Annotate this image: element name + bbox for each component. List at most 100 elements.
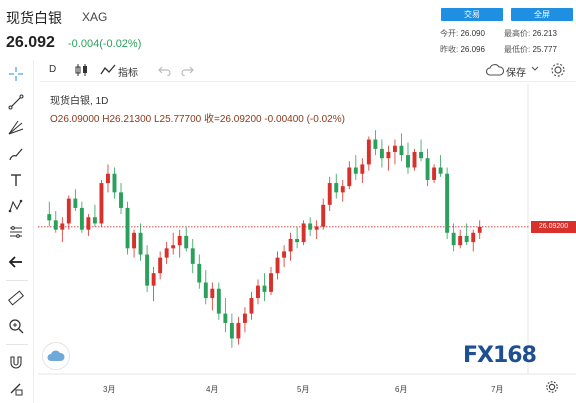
undo-icon[interactable]: [158, 64, 172, 79]
crosshair-icon[interactable]: [4, 64, 28, 84]
candlestick: [458, 229, 463, 249]
brush-icon[interactable]: [4, 144, 28, 164]
candle-body: [138, 232, 143, 255]
candle-body: [295, 239, 300, 243]
trade-button[interactable]: 交易: [441, 8, 503, 21]
stat-prev-close: 昨收: 26.096: [440, 44, 485, 55]
candlestick: [210, 282, 215, 311]
candle-body: [366, 139, 371, 165]
candlestick: [419, 139, 423, 162]
text-tool-icon[interactable]: [4, 170, 28, 190]
period-selector[interactable]: D: [49, 64, 57, 75]
candlestick: [249, 291, 254, 320]
candlestick: [314, 220, 319, 239]
candlestick: [190, 239, 195, 274]
candle-body: [275, 257, 280, 274]
candle-body: [106, 173, 110, 184]
candlestick: [399, 133, 404, 162]
fullscreen-button[interactable]: 全屏: [511, 8, 573, 21]
candlestick: [47, 201, 52, 227]
x-tick-label: 7月: [491, 385, 504, 394]
zoom-in-icon[interactable]: [4, 316, 28, 336]
candle-body: [60, 223, 65, 230]
candle-body: [262, 285, 267, 292]
fork-tool-icon[interactable]: [4, 118, 28, 138]
candlestick: [177, 229, 182, 258]
stat-open-label: 今开:: [440, 29, 459, 38]
candlestick: [79, 201, 84, 233]
candlestick: [106, 164, 110, 193]
ohlc-readout: O26.09000 H26.21300 L25.77700 收=26.09200…: [50, 114, 345, 125]
candle-body: [203, 282, 208, 299]
price-chart[interactable]: [38, 84, 576, 403]
candle-body: [412, 151, 417, 168]
candlestick: [229, 313, 234, 348]
settings-gear-icon[interactable]: [550, 62, 566, 81]
candle-body: [282, 251, 287, 258]
candle-body: [119, 192, 123, 208]
save-button[interactable]: 保存: [506, 68, 526, 79]
candlestick: [262, 273, 267, 302]
candle-body: [392, 145, 397, 152]
x-tick-label: 5月: [297, 385, 310, 394]
indicator-icon[interactable]: [100, 63, 116, 80]
candlestick: [295, 226, 300, 249]
candlestick: [151, 266, 156, 302]
stat-high: 最高价: 26.213: [504, 28, 557, 39]
candle-body: [399, 145, 404, 156]
candlestick: [334, 173, 339, 199]
stat-prev-value: 26.096: [460, 45, 485, 54]
candle-body: [132, 232, 137, 249]
candle-body: [419, 151, 423, 159]
candlestick: [145, 245, 150, 292]
candlestick: [412, 148, 417, 171]
candlestick: [203, 270, 208, 305]
stat-low: 最低价: 25.777: [504, 44, 557, 55]
candlestick: [288, 232, 293, 261]
candle-body: [145, 254, 150, 286]
candlestick: [99, 179, 104, 227]
candle-body: [386, 151, 391, 159]
chevron-down-icon[interactable]: [530, 63, 540, 78]
arrow-left-icon[interactable]: [4, 252, 28, 272]
magnet-icon[interactable]: [4, 352, 28, 372]
cloud-icon[interactable]: [42, 342, 70, 370]
candlestick: [445, 167, 450, 239]
candlestick: [269, 266, 273, 295]
pattern-tool-icon[interactable]: [4, 196, 28, 216]
axis-settings-gear-icon[interactable]: [545, 380, 559, 399]
measure-icon[interactable]: [4, 222, 28, 242]
indicator-button[interactable]: 指标: [118, 68, 138, 79]
last-price-tag: 26.09200: [531, 220, 576, 233]
candlestick: [471, 229, 476, 252]
candle-body: [347, 167, 352, 187]
chart-legend[interactable]: 现货白银, 1D: [50, 96, 109, 107]
candle-body: [99, 183, 104, 224]
candle-type-icon[interactable]: [74, 63, 90, 80]
candlestick: [256, 279, 260, 305]
candlestick: [73, 189, 78, 212]
candlestick: [171, 232, 176, 255]
candlestick: [347, 161, 352, 190]
candlestick: [125, 201, 130, 255]
candle-body: [425, 158, 430, 180]
candlestick: [340, 179, 345, 202]
candlestick: [379, 139, 384, 168]
stat-open: 今开: 26.090: [440, 28, 485, 39]
candlestick: [308, 217, 313, 236]
candle-body: [73, 198, 78, 208]
candle-body: [471, 232, 476, 243]
candle-body: [321, 204, 326, 227]
trend-line-icon[interactable]: [4, 92, 28, 112]
chart-toolbar: D 指标 保存: [40, 60, 576, 82]
cloud-save-icon[interactable]: [485, 63, 505, 80]
candlestick: [425, 148, 430, 187]
lock-pencil-icon[interactable]: [4, 378, 28, 398]
redo-icon[interactable]: [180, 64, 194, 79]
candlestick: [438, 155, 443, 177]
candle-body: [112, 173, 117, 193]
ruler-icon[interactable]: [4, 288, 28, 308]
candlestick: [360, 158, 365, 184]
candle-body: [190, 248, 195, 264]
candle-body: [379, 148, 384, 159]
